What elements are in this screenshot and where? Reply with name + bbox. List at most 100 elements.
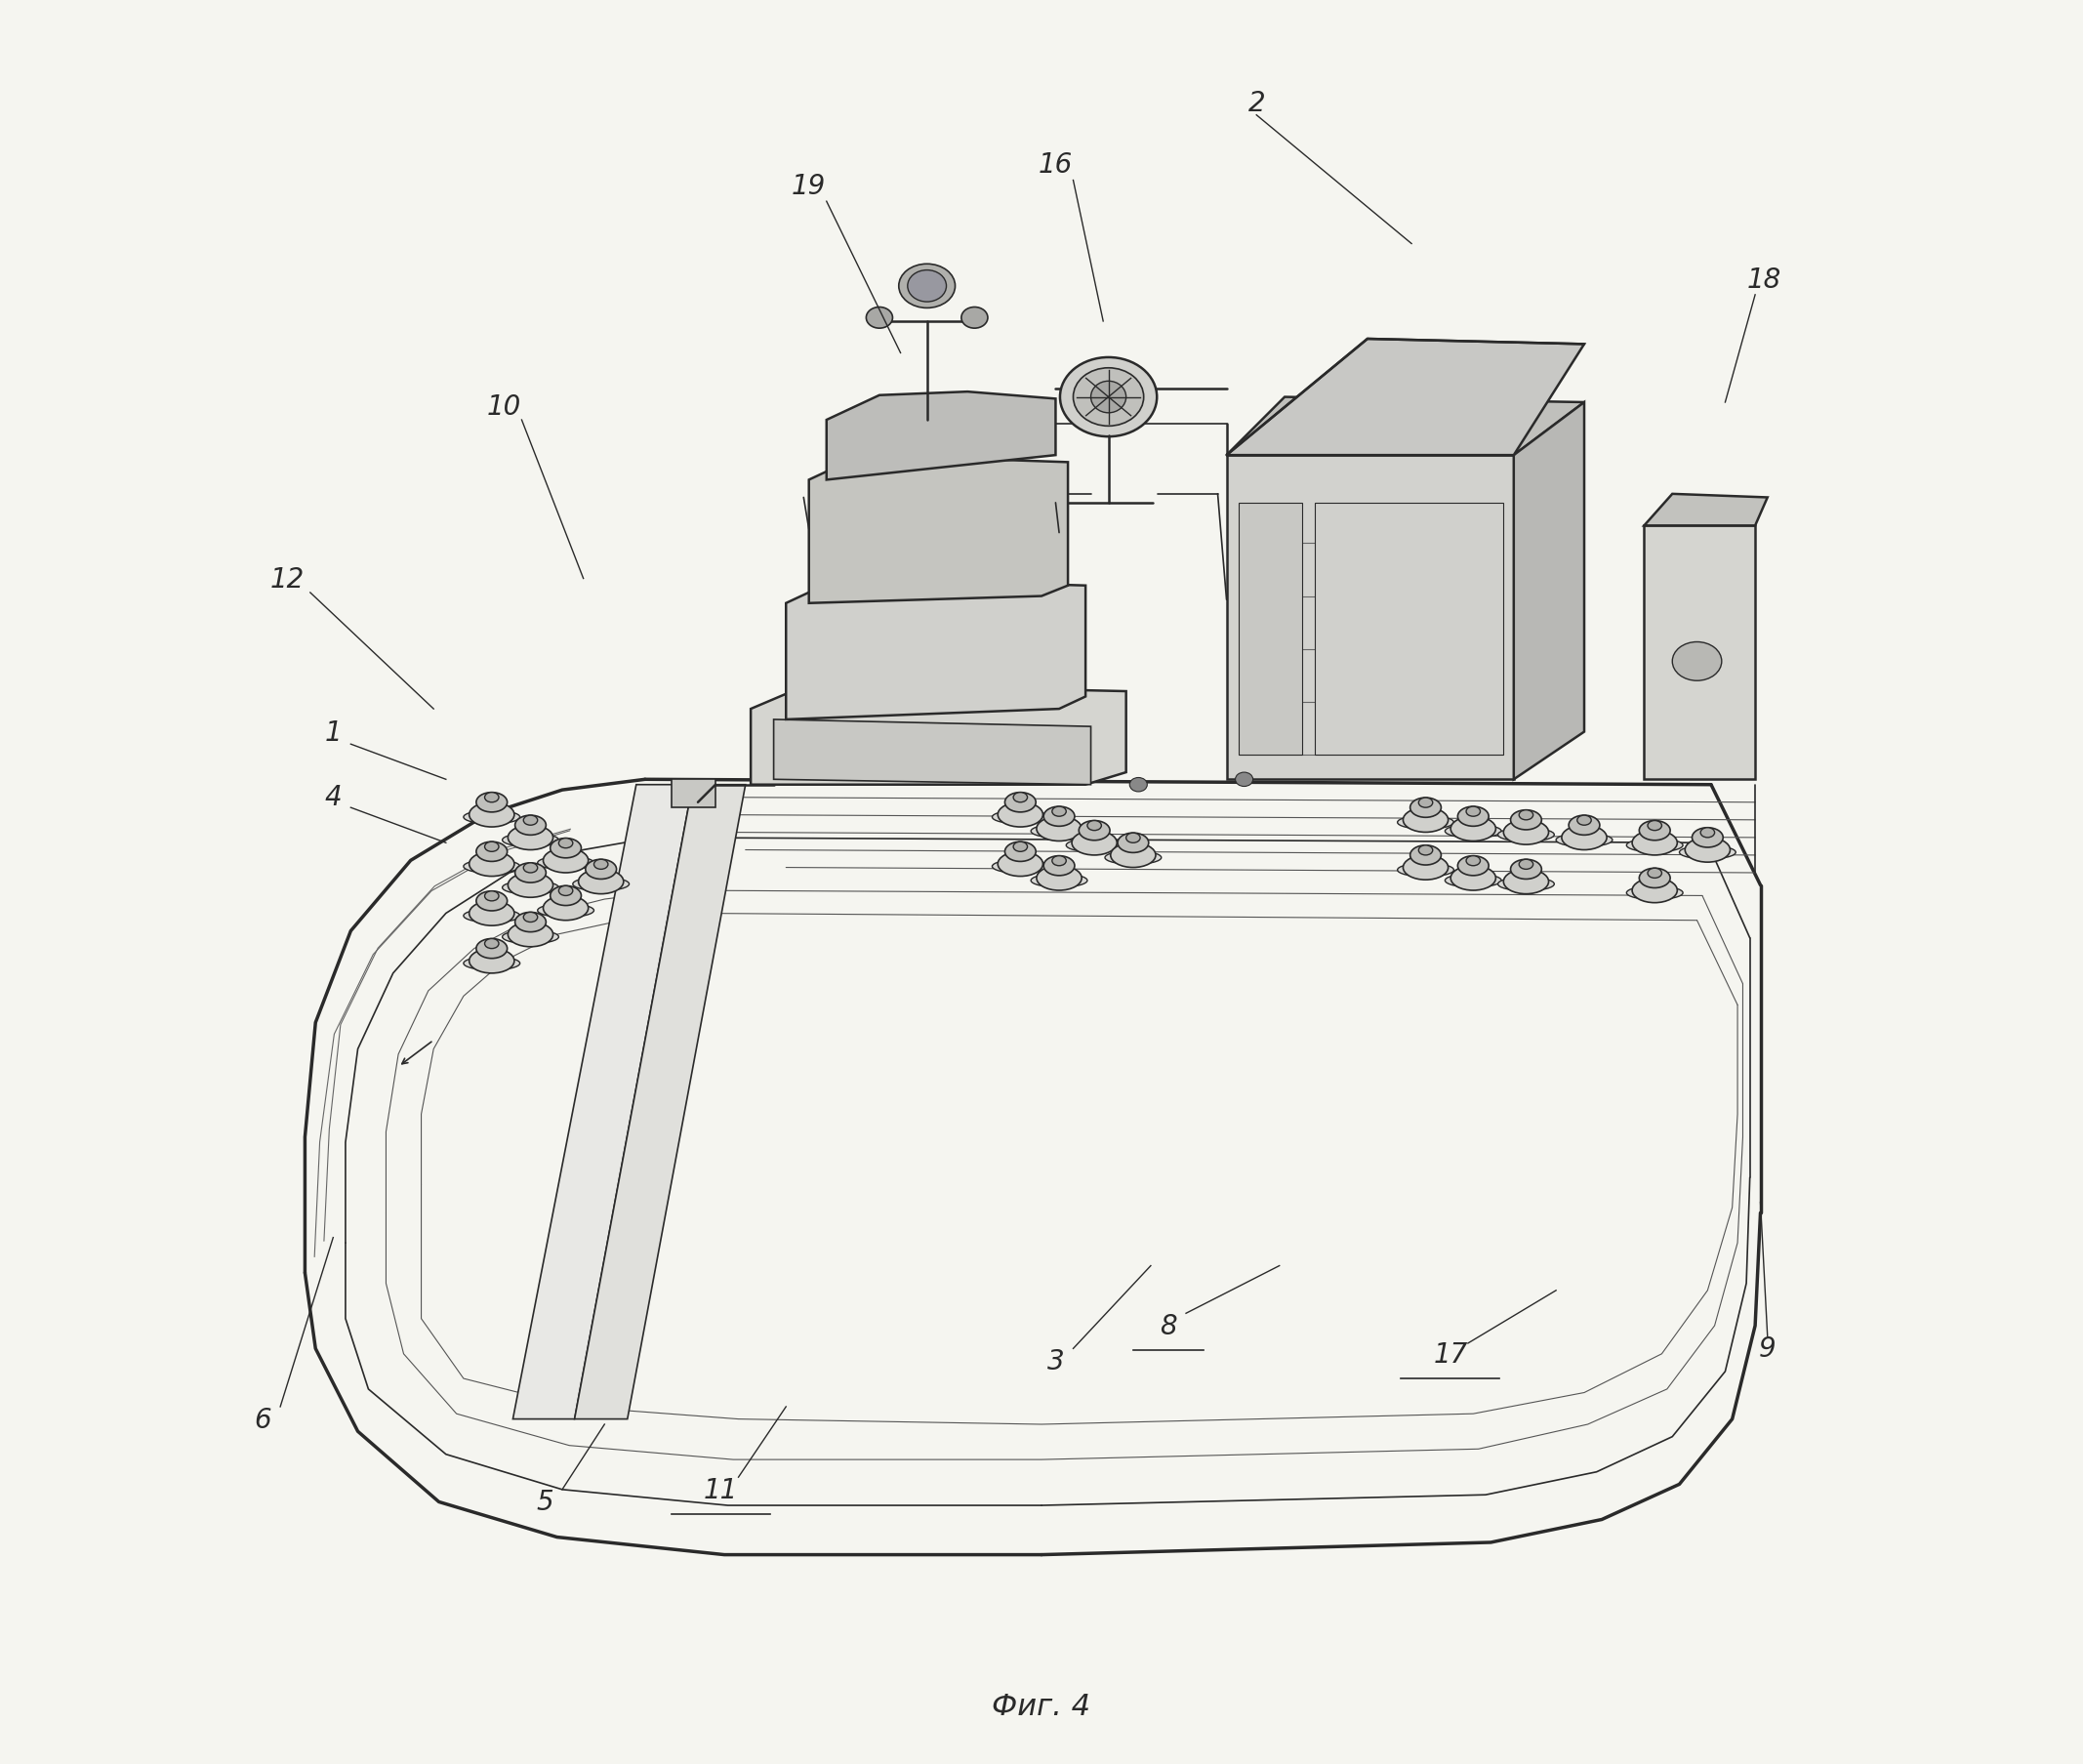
Ellipse shape bbox=[1004, 792, 1035, 813]
Ellipse shape bbox=[1087, 820, 1102, 831]
Ellipse shape bbox=[998, 852, 1044, 877]
Ellipse shape bbox=[558, 838, 573, 848]
Ellipse shape bbox=[469, 803, 515, 827]
Ellipse shape bbox=[1404, 856, 1448, 880]
Ellipse shape bbox=[1129, 778, 1148, 792]
Text: 6: 6 bbox=[254, 1406, 271, 1432]
Ellipse shape bbox=[1633, 878, 1677, 903]
Ellipse shape bbox=[1419, 797, 1433, 808]
Ellipse shape bbox=[898, 265, 956, 309]
Ellipse shape bbox=[550, 886, 581, 907]
Ellipse shape bbox=[1004, 841, 1035, 863]
Ellipse shape bbox=[1498, 878, 1554, 891]
Ellipse shape bbox=[992, 811, 1048, 824]
Ellipse shape bbox=[1398, 864, 1454, 877]
Ellipse shape bbox=[477, 841, 508, 863]
Ellipse shape bbox=[1404, 808, 1448, 833]
Ellipse shape bbox=[558, 886, 573, 896]
Ellipse shape bbox=[469, 901, 515, 926]
Ellipse shape bbox=[1633, 831, 1677, 856]
Ellipse shape bbox=[1700, 827, 1714, 838]
Polygon shape bbox=[750, 684, 1127, 785]
Text: 5: 5 bbox=[535, 1489, 554, 1515]
Ellipse shape bbox=[1079, 820, 1110, 841]
Ellipse shape bbox=[550, 838, 581, 859]
Ellipse shape bbox=[1510, 859, 1541, 880]
Ellipse shape bbox=[1235, 773, 1254, 787]
Polygon shape bbox=[1239, 503, 1302, 755]
Ellipse shape bbox=[998, 803, 1044, 827]
Ellipse shape bbox=[1556, 834, 1612, 847]
Ellipse shape bbox=[485, 792, 498, 803]
Ellipse shape bbox=[1446, 826, 1502, 838]
Ellipse shape bbox=[1673, 642, 1723, 681]
Text: 4: 4 bbox=[325, 783, 342, 811]
Ellipse shape bbox=[1446, 875, 1502, 887]
Ellipse shape bbox=[962, 309, 987, 328]
Ellipse shape bbox=[1519, 859, 1533, 870]
Ellipse shape bbox=[1504, 870, 1548, 894]
Ellipse shape bbox=[1639, 868, 1671, 889]
Ellipse shape bbox=[1466, 856, 1481, 866]
Ellipse shape bbox=[1398, 817, 1454, 829]
Polygon shape bbox=[808, 455, 1069, 603]
Ellipse shape bbox=[508, 923, 554, 947]
Ellipse shape bbox=[1504, 820, 1548, 845]
Ellipse shape bbox=[1052, 856, 1066, 866]
Text: 1: 1 bbox=[325, 718, 342, 746]
Ellipse shape bbox=[1648, 868, 1662, 878]
Ellipse shape bbox=[1060, 358, 1156, 437]
Ellipse shape bbox=[1127, 833, 1139, 843]
Ellipse shape bbox=[1679, 847, 1735, 859]
Polygon shape bbox=[773, 720, 1091, 785]
Ellipse shape bbox=[1648, 820, 1662, 831]
Ellipse shape bbox=[1519, 810, 1533, 820]
Ellipse shape bbox=[469, 949, 515, 974]
Ellipse shape bbox=[1012, 841, 1027, 852]
Ellipse shape bbox=[485, 891, 498, 901]
Ellipse shape bbox=[502, 882, 558, 894]
Ellipse shape bbox=[465, 910, 521, 923]
Ellipse shape bbox=[485, 841, 498, 852]
Ellipse shape bbox=[1410, 797, 1441, 818]
Ellipse shape bbox=[508, 873, 554, 898]
Ellipse shape bbox=[1691, 827, 1723, 848]
Polygon shape bbox=[1514, 402, 1585, 780]
Ellipse shape bbox=[502, 931, 558, 944]
Ellipse shape bbox=[1685, 838, 1731, 863]
Ellipse shape bbox=[573, 878, 629, 891]
Ellipse shape bbox=[594, 859, 608, 870]
Ellipse shape bbox=[1639, 820, 1671, 841]
Ellipse shape bbox=[523, 912, 537, 923]
Ellipse shape bbox=[1044, 806, 1075, 827]
Polygon shape bbox=[1227, 339, 1585, 455]
Ellipse shape bbox=[1419, 845, 1433, 856]
Ellipse shape bbox=[502, 834, 558, 847]
Ellipse shape bbox=[1037, 817, 1081, 841]
Polygon shape bbox=[827, 392, 1056, 480]
Ellipse shape bbox=[1450, 817, 1496, 841]
Ellipse shape bbox=[1410, 845, 1441, 866]
Ellipse shape bbox=[465, 956, 521, 970]
Polygon shape bbox=[1643, 526, 1756, 780]
Text: 3: 3 bbox=[1048, 1348, 1064, 1374]
Ellipse shape bbox=[523, 815, 537, 826]
Text: 12: 12 bbox=[271, 566, 304, 593]
Ellipse shape bbox=[1066, 840, 1123, 852]
Text: 8: 8 bbox=[1160, 1312, 1177, 1339]
Text: 11: 11 bbox=[704, 1476, 737, 1503]
Ellipse shape bbox=[1073, 369, 1144, 427]
Polygon shape bbox=[671, 780, 717, 808]
Text: Фиг. 4: Фиг. 4 bbox=[992, 1692, 1091, 1720]
Text: 16: 16 bbox=[1039, 152, 1073, 178]
Ellipse shape bbox=[1110, 843, 1156, 868]
Ellipse shape bbox=[469, 852, 515, 877]
Ellipse shape bbox=[523, 863, 537, 873]
Ellipse shape bbox=[992, 861, 1048, 873]
Ellipse shape bbox=[465, 811, 521, 824]
Ellipse shape bbox=[515, 912, 546, 933]
Ellipse shape bbox=[1073, 831, 1116, 856]
Ellipse shape bbox=[515, 815, 546, 836]
Ellipse shape bbox=[477, 792, 508, 813]
Ellipse shape bbox=[1498, 829, 1554, 841]
